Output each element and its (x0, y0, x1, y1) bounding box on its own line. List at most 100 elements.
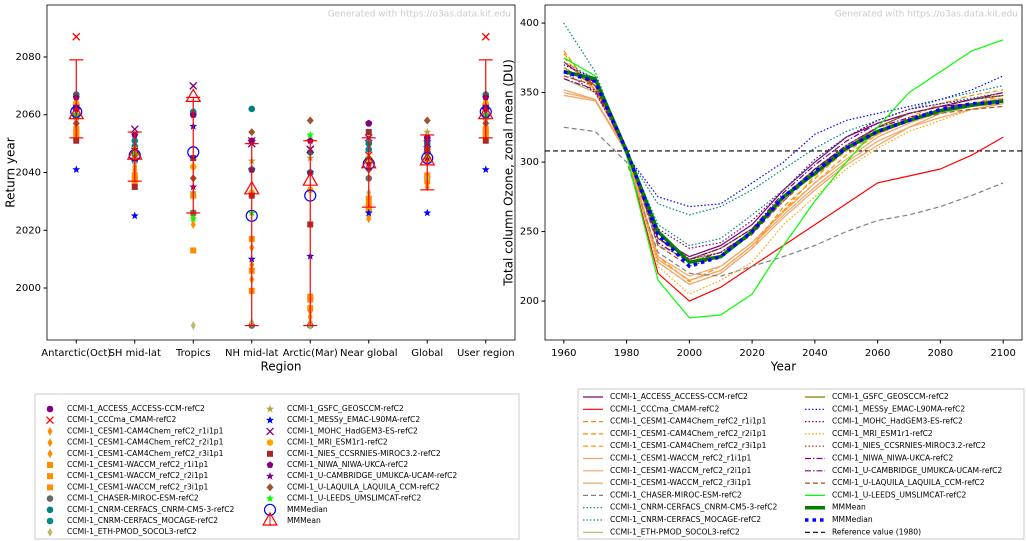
legend-label: CCMI-1_CESM1-CAM4Chem_refC2_r1i1p1 (67, 426, 224, 435)
marker (248, 105, 256, 113)
x-tick-label: 1980 (614, 348, 639, 359)
legend-marker (266, 439, 274, 446)
x-axis-label: Region (260, 360, 301, 374)
marker (477, 105, 494, 120)
legend-marker (46, 495, 54, 502)
marker (189, 81, 198, 90)
legend-label: CCMI-1_CESM1-WACCM_refC2_r1i1p1 (67, 460, 209, 469)
x-tick-label: Near global (340, 348, 398, 359)
marker (306, 130, 315, 139)
legend-label: CCMI-1_CESM1-WACCM_refC2_r3i1p1 (67, 482, 209, 491)
x-tick-label: 2040 (802, 348, 827, 359)
marker (73, 137, 80, 144)
legend-marker (262, 511, 278, 526)
legend-label: CCMI-1_CNRM-CERFACS_MOCAGE-refC2 (610, 515, 761, 524)
legend-label: CCMI-1_CESM1-CAM4Chem_refC2_r3i1p1 (67, 449, 224, 458)
legend-marker (46, 517, 54, 525)
marker (68, 105, 85, 120)
legend-label: MMMedian (287, 505, 328, 514)
marker (481, 165, 490, 173)
legend-label: CCMI-1_ETH-PMOD_SOCOL3-refC2 (67, 527, 197, 536)
legend-marker (266, 494, 274, 502)
marker (423, 127, 432, 136)
legend-frame (577, 388, 1025, 540)
legend-marker (266, 483, 274, 492)
legend-marker (267, 450, 273, 457)
x-tick-label: Arctic(Mar) (283, 348, 338, 359)
y-tick-label: 2000 (16, 283, 41, 294)
legend-marker (46, 506, 54, 514)
x-tick-label: 1960 (551, 348, 576, 359)
y-tick-label: 2060 (16, 110, 41, 121)
y-tick-label: 400 (520, 18, 539, 29)
series-line (563, 64, 1004, 208)
y-tick-label: 350 (520, 88, 539, 99)
marker (419, 151, 436, 166)
annotation: Generated with https://o3as.data.kit.edu (328, 10, 511, 20)
legend-label: CCMI-1_CHASER-MIROC-ESM-refC2 (67, 494, 199, 503)
y-axis-label: Total column Ozone, zonal mean (DU) (502, 59, 516, 287)
legend-label: CCMI-1_U-LEEDS_UMSLIMCAT-refC2 (832, 490, 966, 499)
series-line (563, 126, 1004, 277)
legend-frame (34, 393, 520, 540)
legend-label: CCMI-1_CESM1-CAM4Chem_refC2_r1i1p1 (610, 417, 767, 426)
marker (423, 116, 431, 125)
legend-label: MMMedian (832, 515, 873, 524)
y-tick-label: 2080 (16, 52, 41, 63)
marker (365, 129, 372, 136)
legend-marker (47, 462, 53, 468)
legend-label: CCMI-1_CESM1-CAM4Chem_refC2_r3i1p1 (610, 441, 767, 450)
x-tick-label: Antarctic(Oct) (41, 348, 111, 359)
series-line (563, 70, 1004, 269)
y-tick-label: 200 (520, 296, 539, 307)
legend-marker (46, 405, 54, 413)
legend-label: CCMI-1_CESM1-WACCM_refC2_r3i1p1 (610, 478, 752, 487)
series-line (563, 22, 1004, 216)
x-tick-label: 2000 (677, 348, 702, 359)
legend-marker (47, 438, 53, 448)
legend-label: CCMI-1_U-LAQUILA_LAQUILA_CCM-refC2 (287, 482, 440, 491)
legend-marker (47, 426, 53, 436)
axes-frame (544, 4, 1023, 341)
marker (302, 172, 319, 186)
marker (185, 88, 202, 103)
x-axis-label: Year (770, 360, 796, 374)
marker (360, 154, 377, 169)
x-tick-label: Tropics (175, 348, 210, 359)
legend-label: CCMI-1_MRI_ESM1r1-refC2 (832, 429, 933, 438)
x-tick-label: 2020 (739, 348, 764, 359)
marker (130, 211, 139, 220)
legend-label: CCMI-1_NIWA_NIWA-UKCA-refC2 (287, 460, 408, 469)
marker (248, 137, 256, 144)
x-tick-label: SH mid-lat (109, 348, 161, 359)
legend-label: CCMI-1_GSFC_GEOSCCM-refC2 (832, 392, 949, 401)
legend-marker (47, 449, 53, 459)
series-line (563, 39, 1004, 319)
legend-label: CCMI-1_CESM1-WACCM_refC2_r2i1p1 (610, 466, 752, 475)
legend-label: CCMI-1_U-LAQUILA_LAQUILA_CCM-refC2 (832, 478, 985, 487)
x-tick-label: 2060 (865, 348, 890, 359)
legend-label: CCMI-1_CNRM-CERFACS_MOCAGE-refC2 (67, 516, 218, 525)
legend-label: CCMI-1_ACCESS_ACCESS-CCM-refC2 (67, 404, 205, 413)
marker (243, 180, 260, 195)
legend-label: CCMI-1_CESM1-WACCM_refC2_r1i1p1 (610, 454, 752, 463)
x-tick-label: Global (411, 348, 443, 359)
legend-label: CCMI-1_CNRM-CERFACS_CNRM-CM5-3-refC2 (67, 505, 234, 514)
legend-marker (266, 416, 274, 424)
legend-marker (266, 427, 274, 436)
marker (190, 219, 196, 229)
legend-label: Reference value (1980) (832, 527, 921, 536)
legend-label: CCMI-1_ETH-PMOD_SOCOL3-refC2 (610, 527, 740, 536)
legend-label: CCMI-1_CNRM-CERFACS_CNRM-CM5-3-refC2 (610, 503, 777, 512)
legend-marker (263, 503, 277, 516)
legend-label: CCMI-1_U-LEEDS_UMSLIMCAT-refC2 (287, 494, 421, 503)
legend-marker (266, 472, 274, 480)
legend-label: CCMI-1_CESM1-CAM4Chem_refC2_r2i1p1 (610, 429, 767, 438)
marker (364, 208, 373, 217)
marker (190, 247, 197, 254)
marker (190, 321, 196, 331)
legend-marker (47, 484, 53, 491)
marker (126, 146, 143, 160)
